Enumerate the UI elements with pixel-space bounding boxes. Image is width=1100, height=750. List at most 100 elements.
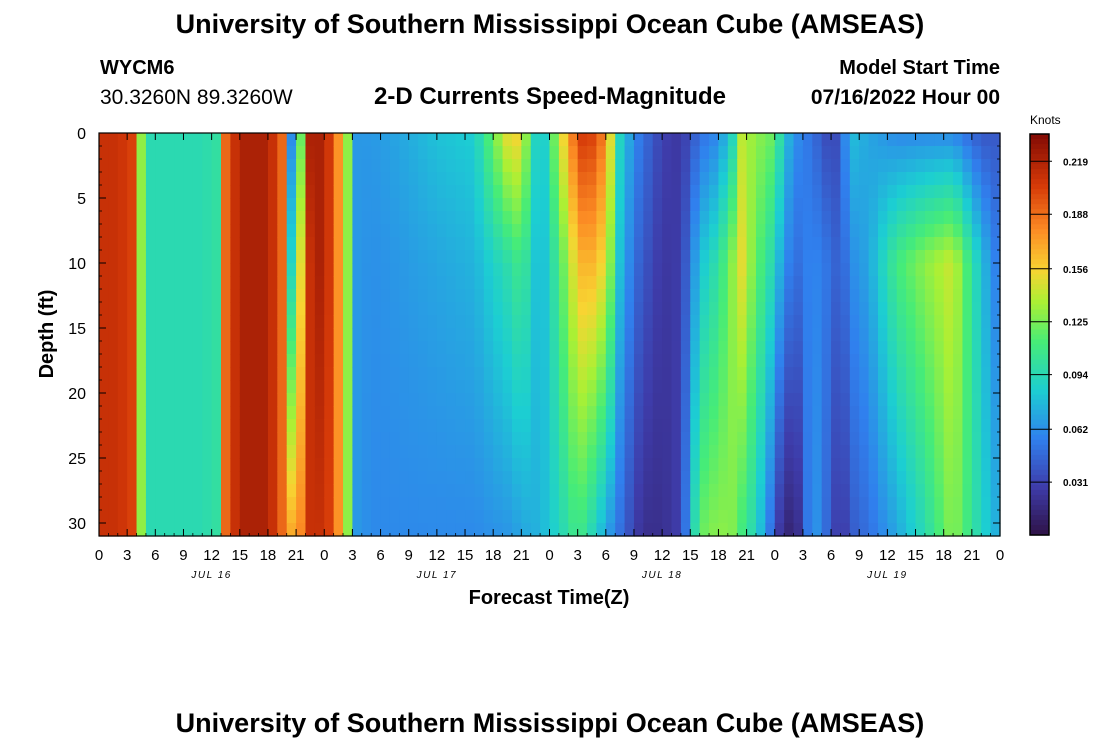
heatmap-cell: [568, 159, 579, 173]
heatmap-cell: [174, 276, 185, 290]
heatmap-cell: [305, 354, 316, 368]
heatmap-cell: [877, 302, 888, 316]
heatmap-cell: [389, 445, 400, 459]
heatmap-cell: [624, 172, 635, 186]
heatmap-cell: [577, 289, 588, 303]
heatmap-cell: [971, 445, 982, 459]
heatmap-cell: [408, 172, 419, 186]
colorbar-swatch: [1030, 489, 1049, 496]
heatmap-cell: [558, 380, 569, 394]
heatmap-cell: [530, 302, 541, 316]
heatmap-cell: [371, 172, 382, 186]
heatmap-cell: [474, 315, 485, 329]
heatmap-cell: [511, 406, 522, 420]
heatmap-cell: [755, 224, 766, 238]
heatmap-cell: [117, 510, 128, 524]
heatmap-cell: [981, 211, 992, 225]
heatmap-cell: [727, 406, 738, 420]
heatmap-cell: [662, 484, 673, 498]
heatmap-cell: [202, 523, 213, 537]
heatmap-cell: [774, 146, 785, 160]
heatmap-cell: [511, 328, 522, 342]
heatmap-cell: [587, 172, 598, 186]
heatmap-cell: [596, 185, 607, 199]
heatmap-cell: [427, 237, 438, 251]
heatmap-cell: [436, 510, 447, 524]
heatmap-cell: [108, 354, 119, 368]
heatmap-cell: [249, 133, 260, 147]
heatmap-cell: [849, 133, 860, 147]
heatmap-cell: [361, 393, 372, 407]
heatmap-cell: [455, 510, 466, 524]
heatmap-cell: [718, 497, 729, 511]
heatmap-cell: [812, 341, 823, 355]
heatmap-cell: [211, 276, 222, 290]
heatmap-cell: [202, 471, 213, 485]
heatmap-cell: [971, 289, 982, 303]
heatmap-cell: [455, 133, 466, 147]
heatmap-cell: [934, 263, 945, 277]
heatmap-cell: [953, 146, 964, 160]
heatmap-cell: [183, 211, 194, 225]
heatmap-cell: [915, 432, 926, 446]
heatmap-cell: [436, 393, 447, 407]
heatmap-cell: [305, 302, 316, 316]
heatmap-cell: [671, 276, 682, 290]
colorbar-swatch: [1030, 504, 1049, 511]
heatmap-cell: [418, 341, 429, 355]
heatmap-cell: [502, 198, 513, 212]
heatmap-cell: [971, 185, 982, 199]
heatmap-cell: [211, 237, 222, 251]
heatmap-cell: [399, 510, 410, 524]
heatmap-cell: [596, 172, 607, 186]
heatmap-cell: [277, 302, 288, 316]
heatmap-cell: [774, 289, 785, 303]
heatmap-cell: [258, 159, 269, 173]
heatmap-cell: [934, 432, 945, 446]
heatmap-cell: [117, 419, 128, 433]
heatmap-cell: [887, 328, 898, 342]
colorbar-swatch: [1030, 219, 1049, 225]
heatmap-cell: [755, 328, 766, 342]
heatmap-cell: [108, 159, 119, 173]
colorbar-swatch: [1030, 474, 1049, 481]
heatmap-cell: [380, 471, 391, 485]
heatmap-cell: [136, 237, 147, 251]
heatmap-cell: [258, 406, 269, 420]
heatmap-cell: [418, 367, 429, 381]
heatmap-cell: [286, 393, 297, 407]
heatmap-cell: [793, 354, 804, 368]
heatmap-cell: [896, 302, 907, 316]
heatmap-cell: [258, 211, 269, 225]
heatmap-cell: [755, 432, 766, 446]
heatmap-cell: [971, 367, 982, 381]
heatmap-cell: [361, 458, 372, 472]
heatmap-cell: [361, 302, 372, 316]
heatmap-cell: [174, 198, 185, 212]
heatmap-cell: [267, 224, 278, 238]
heatmap-cell: [868, 198, 879, 212]
colorbar-swatch: [1030, 514, 1049, 521]
heatmap-cell: [530, 471, 541, 485]
colorbar-swatch: [1030, 184, 1049, 190]
heatmap-cell: [427, 302, 438, 316]
heatmap-cell: [690, 484, 701, 498]
heatmap-cell: [577, 406, 588, 420]
heatmap-cell: [361, 510, 372, 524]
heatmap-cell: [859, 159, 870, 173]
heatmap-cell: [587, 484, 598, 498]
heatmap-cell: [906, 185, 917, 199]
heatmap-cell: [755, 302, 766, 316]
heatmap-cell: [192, 341, 203, 355]
heatmap-cell: [849, 237, 860, 251]
heatmap-cell: [427, 458, 438, 472]
heatmap-cell: [605, 315, 616, 329]
heatmap-cell: [943, 497, 954, 511]
colorbar-swatch: [1030, 369, 1049, 376]
heatmap-cell: [765, 510, 776, 524]
heatmap-cell: [465, 198, 476, 212]
heatmap-cell: [887, 406, 898, 420]
heatmap-cell: [934, 523, 945, 537]
heatmap-cell: [117, 484, 128, 498]
heatmap-cell: [596, 224, 607, 238]
